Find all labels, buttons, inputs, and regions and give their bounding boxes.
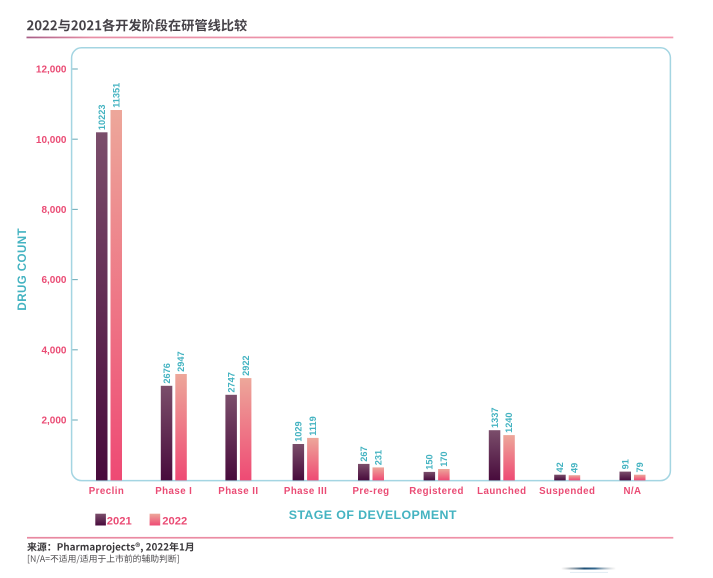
- svg-text:10223: 10223: [97, 105, 107, 131]
- svg-text:Phase III: Phase III: [284, 486, 327, 497]
- svg-text:Suspended: Suspended: [539, 486, 595, 497]
- svg-text:Registered: Registered: [409, 486, 464, 497]
- svg-text:150: 150: [425, 454, 435, 469]
- svg-text:2676: 2676: [162, 363, 172, 383]
- svg-text:1119: 1119: [308, 416, 318, 435]
- svg-text:Phase I: Phase I: [155, 486, 192, 497]
- svg-text:2747: 2747: [226, 372, 236, 392]
- svg-text:1029: 1029: [294, 421, 304, 441]
- svg-text:STAGE OF DEVELOPMENT: STAGE OF DEVELOPMENT: [289, 508, 457, 522]
- svg-text:10,000: 10,000: [36, 135, 67, 146]
- svg-text:2922: 2922: [241, 355, 251, 375]
- svg-text:8,000: 8,000: [41, 205, 66, 216]
- svg-text:79: 79: [635, 462, 645, 472]
- svg-text:Preclin: Preclin: [89, 486, 124, 497]
- svg-text:1240: 1240: [504, 412, 514, 432]
- svg-text:Launched: Launched: [477, 486, 526, 497]
- svg-text:11351: 11351: [112, 83, 122, 108]
- svg-text:2021: 2021: [107, 515, 132, 527]
- svg-text:Phase II: Phase II: [218, 486, 258, 497]
- svg-text:267: 267: [359, 446, 369, 461]
- svg-text:170: 170: [439, 451, 449, 466]
- svg-text:231: 231: [373, 450, 383, 465]
- svg-text:12,000: 12,000: [36, 65, 67, 76]
- svg-text:2022: 2022: [162, 515, 187, 527]
- svg-text:1337: 1337: [490, 408, 500, 428]
- svg-text:2947: 2947: [176, 351, 186, 371]
- svg-text:4,000: 4,000: [41, 345, 66, 356]
- svg-text:DRUG COUNT: DRUG COUNT: [16, 228, 29, 311]
- svg-text:N/A: N/A: [623, 486, 641, 497]
- svg-text:Pre-reg: Pre-reg: [352, 486, 389, 497]
- svg-text:6,000: 6,000: [41, 275, 66, 286]
- svg-text:49: 49: [570, 463, 580, 473]
- svg-text:2,000: 2,000: [41, 416, 66, 427]
- svg-text:91: 91: [621, 459, 631, 469]
- svg-text:42: 42: [555, 462, 565, 472]
